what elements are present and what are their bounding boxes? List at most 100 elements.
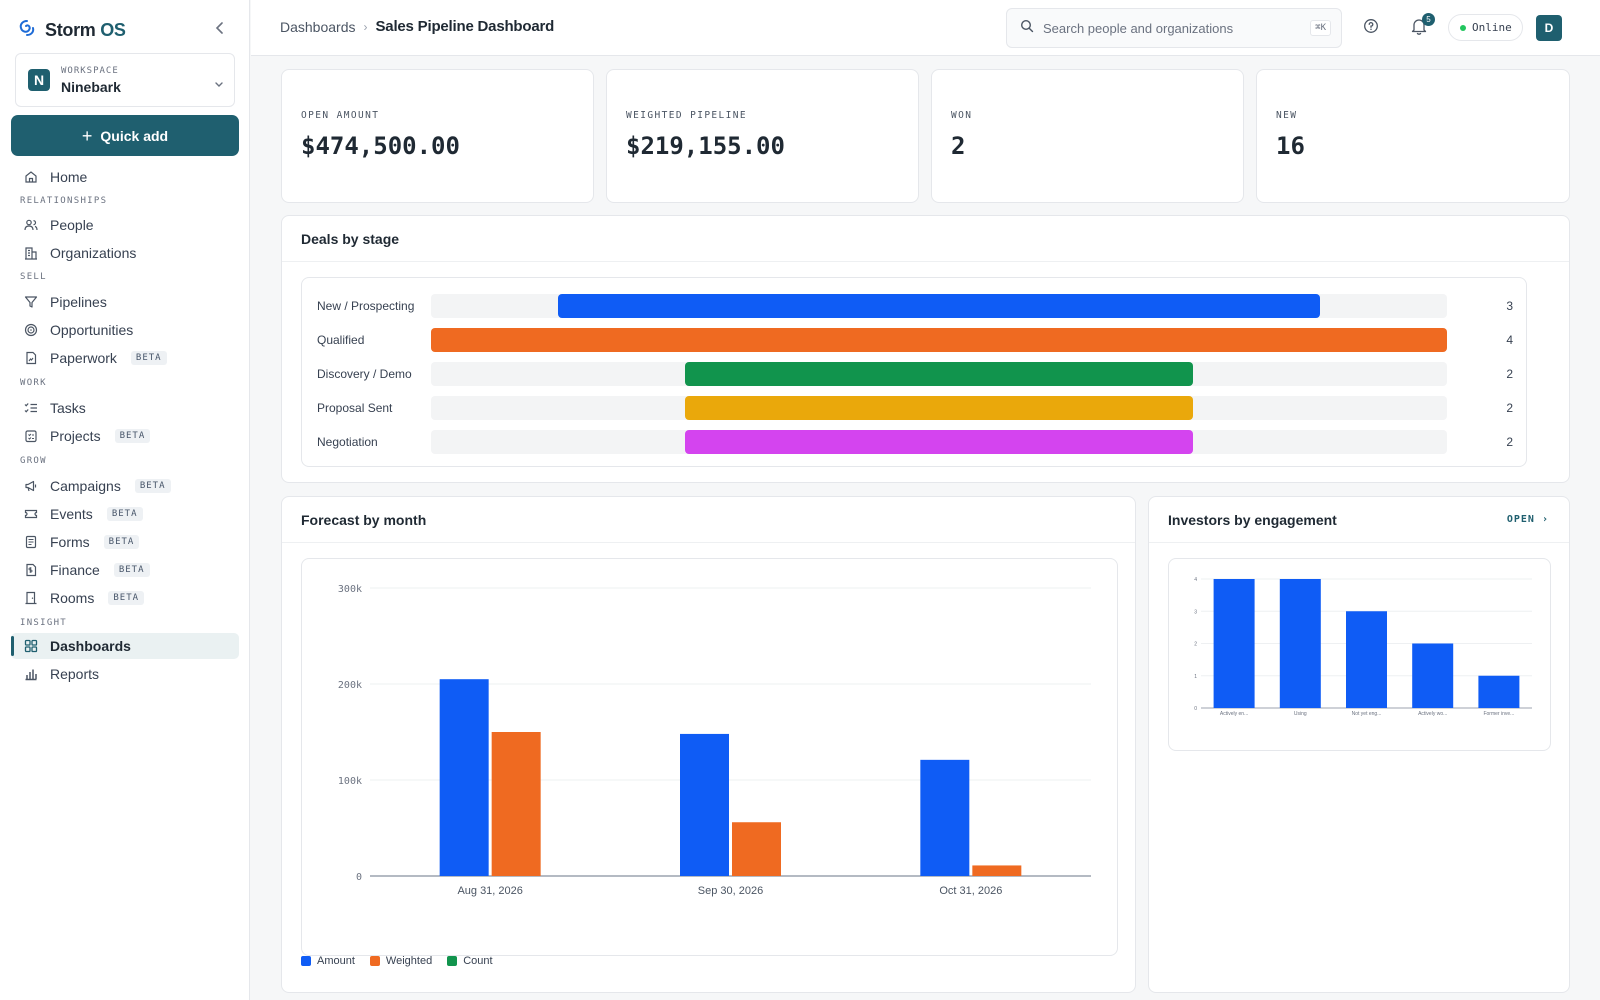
kpi-label: NEW xyxy=(1276,110,1298,121)
sidebar-item-label: Tasks xyxy=(50,400,86,416)
legend-item-weighted[interactable]: Weighted xyxy=(369,955,433,967)
bar-amount xyxy=(920,759,970,876)
megaphone-icon xyxy=(24,479,38,493)
sidebar-item-label: Reports xyxy=(50,666,100,682)
sidebar-item-projects[interactable]: Projects BETA xyxy=(11,423,239,449)
help-button[interactable] xyxy=(1361,18,1381,38)
search-icon xyxy=(1020,19,1034,38)
beta-badge: BETA xyxy=(108,591,145,605)
legend-item-count[interactable]: Count xyxy=(447,955,493,967)
deals-by-stage-panel: Deals by stage New / Prospecting 3 Quali… xyxy=(281,215,1570,483)
ticket-icon xyxy=(24,507,38,521)
quick-add-label: Quick add xyxy=(100,127,169,144)
bar-investors xyxy=(1346,611,1387,708)
people-icon xyxy=(24,218,38,232)
breadcrumb-dashboards-link[interactable]: Dashboards xyxy=(280,18,356,35)
status-dot-icon xyxy=(1460,24,1466,31)
bell-icon xyxy=(1410,17,1428,40)
search-box[interactable]: ⌘K xyxy=(1006,8,1342,48)
notifications-button[interactable]: 5 xyxy=(1408,13,1435,40)
target-icon xyxy=(24,323,38,337)
stage-row[interactable]: Negotiation 2 xyxy=(317,429,1513,455)
invoice-icon xyxy=(24,563,38,577)
status-text: Online xyxy=(1472,21,1512,34)
stage-chart: New / Prospecting 3 Qualified 4 Discover… xyxy=(301,277,1527,467)
stage-label: Negotiation xyxy=(317,435,378,449)
legend-label: Amount xyxy=(317,955,355,967)
sidebar-item-rooms[interactable]: Rooms BETA xyxy=(11,585,239,611)
sidebar-item-home[interactable]: Home xyxy=(11,164,239,190)
panel-title: Investors by engagement xyxy=(1168,512,1337,528)
kpi-card-won: WON 2 xyxy=(931,69,1244,203)
stage-count: 2 xyxy=(1506,401,1513,415)
stage-row[interactable]: New / Prospecting 3 xyxy=(317,293,1513,319)
stage-track xyxy=(431,294,1447,318)
sidebar-item-paperwork[interactable]: Paperwork BETA xyxy=(11,345,239,371)
quick-add-button[interactable]: + Quick add xyxy=(11,115,239,156)
sidebar-item-opportunities[interactable]: Opportunities xyxy=(11,317,239,343)
kpi-card-open-amount: OPEN AMOUNT $474,500.00 xyxy=(281,69,594,203)
stage-track xyxy=(431,328,1447,352)
sidebar-item-label: Campaigns xyxy=(50,478,121,494)
sidebar-item-campaigns[interactable]: Campaigns BETA xyxy=(11,473,239,499)
sidebar-item-label: Organizations xyxy=(50,245,137,261)
y-tick-label: 2 xyxy=(1194,642,1197,648)
dashboard-grid-icon xyxy=(24,639,38,653)
stage-label: New / Prospecting xyxy=(317,299,415,313)
kpi-card-weighted-pipeline: WEIGHTED PIPELINE $219,155.00 xyxy=(606,69,919,203)
workspace-logo: N xyxy=(28,69,50,91)
kpi-value: $474,500.00 xyxy=(301,132,460,160)
sidebar-item-dashboards[interactable]: Dashboards xyxy=(11,633,239,659)
beta-badge: BETA xyxy=(113,563,150,577)
stage-track xyxy=(431,396,1447,420)
y-tick-label: 300k xyxy=(338,584,362,595)
help-circle-icon xyxy=(1363,18,1379,39)
bar-chart-icon xyxy=(24,667,38,681)
y-tick-label: 1 xyxy=(1194,674,1197,680)
stage-row[interactable]: Qualified 4 xyxy=(317,327,1513,353)
filter-icon xyxy=(24,295,38,309)
nav-section-insight: INSIGHT xyxy=(20,618,68,628)
workspace-switcher[interactable]: N WORKSPACE Ninebark xyxy=(15,53,235,107)
sidebar-item-reports[interactable]: Reports xyxy=(11,661,239,687)
door-icon xyxy=(24,591,38,605)
x-tick-label: Not yet eng... xyxy=(1352,711,1382,717)
stage-track xyxy=(431,362,1447,386)
stage-count: 3 xyxy=(1506,299,1513,313)
storm-logo-icon xyxy=(18,19,36,42)
document-icon xyxy=(24,351,38,365)
sidebar-item-people[interactable]: People xyxy=(11,212,239,238)
stage-row[interactable]: Proposal Sent 2 xyxy=(317,395,1513,421)
beta-badge: BETA xyxy=(103,535,140,549)
x-tick-label: Former inve... xyxy=(1483,711,1514,717)
legend-item-amount[interactable]: Amount xyxy=(301,955,355,967)
sidebar-item-forms[interactable]: Forms BETA xyxy=(11,529,239,555)
brand[interactable]: Storm OS xyxy=(18,18,126,42)
x-tick-label: Actively en... xyxy=(1220,711,1248,717)
search-input[interactable] xyxy=(1043,20,1293,36)
forecast-legend: Amount Weighted Count xyxy=(301,955,493,967)
legend-swatch xyxy=(301,956,311,966)
legend-label: Weighted xyxy=(385,955,433,967)
stage-row[interactable]: Discovery / Demo 2 xyxy=(317,361,1513,387)
forecast-chart: 0 100k 200k 300k Aug 31, 2026 Sep 30, 2026 Oct… xyxy=(338,584,1091,897)
kpi-value: 16 xyxy=(1276,132,1305,160)
collapse-sidebar-button[interactable] xyxy=(210,20,230,40)
home-icon xyxy=(24,170,38,184)
sidebar-item-finance[interactable]: Finance BETA xyxy=(11,557,239,583)
bar-weighted xyxy=(732,822,781,876)
brand-name: Storm OS xyxy=(45,19,126,40)
status-badge[interactable]: Online xyxy=(1448,14,1523,41)
bar-weighted xyxy=(972,865,1022,876)
sidebar-item-label: Forms xyxy=(50,534,90,550)
sidebar-item-events[interactable]: Events BETA xyxy=(11,501,239,527)
avatar[interactable]: D xyxy=(1536,15,1562,41)
kpi-label: WEIGHTED PIPELINE xyxy=(626,110,748,121)
x-tick-label: Sep 30, 2026 xyxy=(698,885,763,897)
sidebar-item-organizations[interactable]: Organizations xyxy=(11,240,239,266)
stage-track xyxy=(431,430,1447,454)
open-link[interactable]: OPEN › xyxy=(1506,514,1549,525)
bar-amount xyxy=(680,733,729,876)
sidebar-item-tasks[interactable]: Tasks xyxy=(11,395,239,421)
sidebar-item-pipelines[interactable]: Pipelines xyxy=(11,289,239,315)
